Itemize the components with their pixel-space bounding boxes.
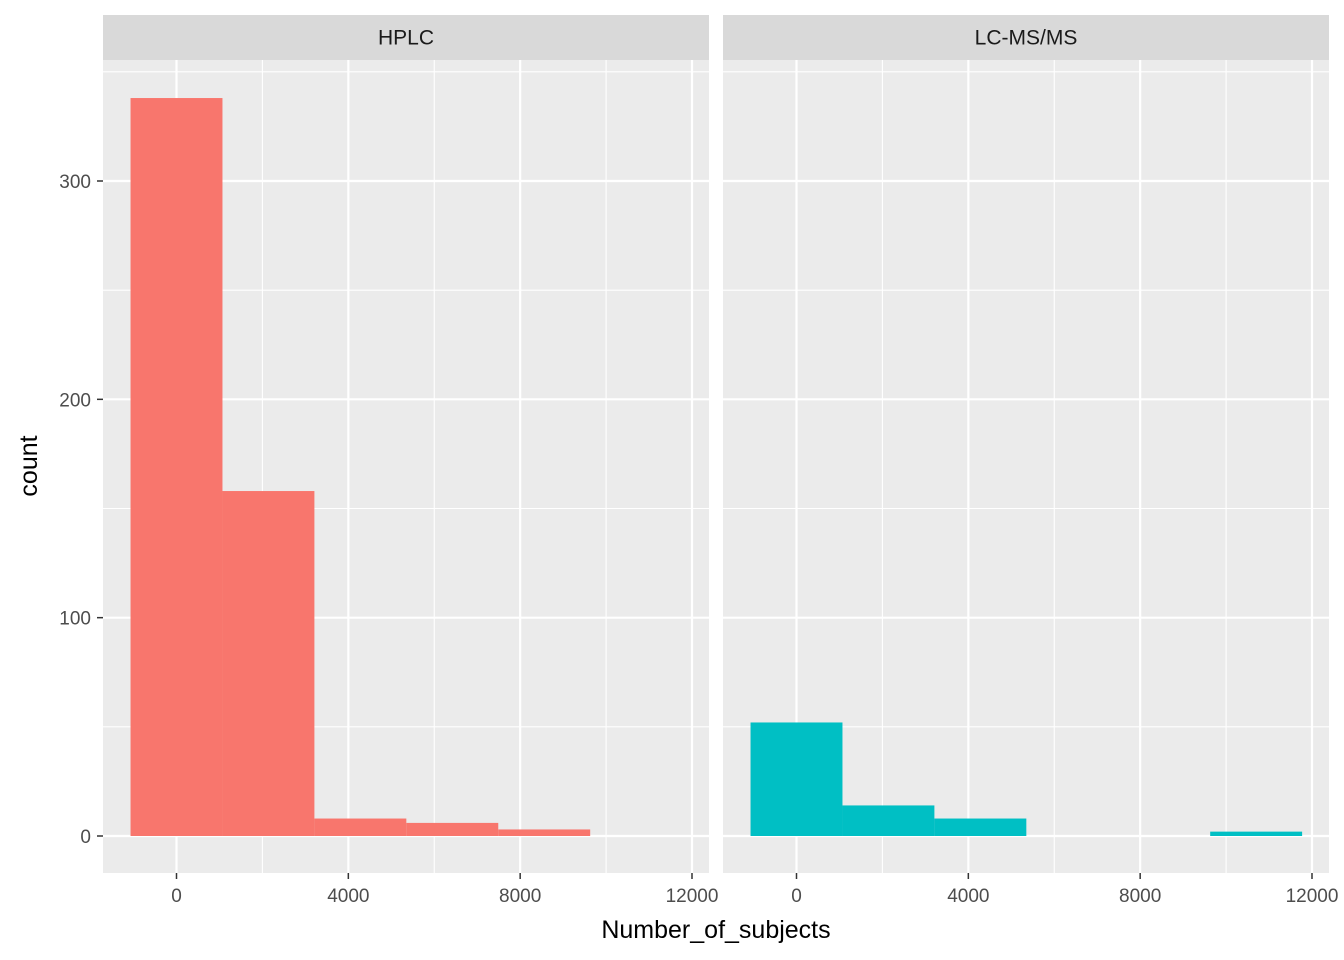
x-tick-label: 8000 — [499, 886, 541, 907]
y-tick-label: 300 — [59, 172, 91, 193]
facet-strip — [723, 15, 1329, 60]
facet-strip — [103, 15, 709, 60]
y-tick-label: 0 — [80, 827, 91, 848]
y-tick-label: 200 — [59, 390, 91, 411]
facet-label: LC-MS/MS — [975, 27, 1078, 50]
x-tick-label: 4000 — [947, 886, 989, 907]
histogram-bar — [130, 98, 223, 837]
histogram-bar — [314, 818, 407, 836]
y-axis-title: count — [15, 435, 43, 496]
facet-label: HPLC — [378, 27, 434, 50]
histogram-bar — [406, 822, 499, 836]
histogram-bar — [498, 829, 591, 836]
x-tick-label: 12000 — [1286, 886, 1339, 907]
histogram-bar — [934, 818, 1027, 836]
x-axis-title: Number_of_subjects — [601, 916, 830, 944]
histogram-bar — [222, 491, 315, 836]
histogram-bar — [750, 722, 843, 836]
x-tick-label: 4000 — [327, 886, 369, 907]
x-tick-label: 12000 — [666, 886, 719, 907]
x-tick-label: 0 — [791, 886, 802, 907]
histogram-bar — [842, 805, 935, 836]
histogram-bar — [1210, 831, 1303, 836]
y-tick-label: 100 — [59, 609, 91, 630]
x-tick-label: 8000 — [1119, 886, 1161, 907]
x-tick-label: 0 — [171, 886, 182, 907]
